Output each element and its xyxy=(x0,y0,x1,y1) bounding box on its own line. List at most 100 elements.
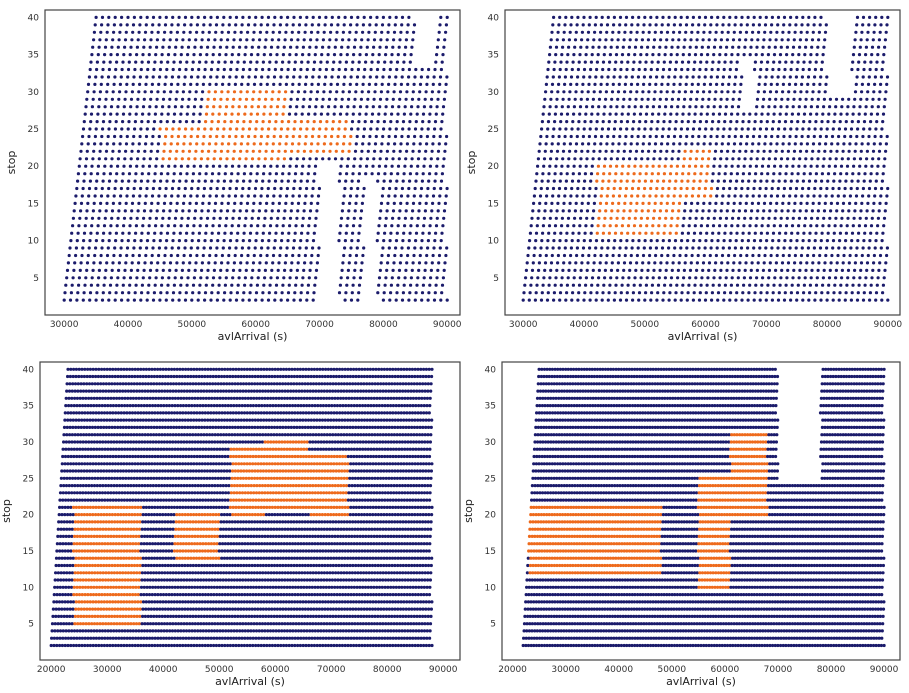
scatter-point xyxy=(633,53,637,57)
scatter-point xyxy=(285,194,289,198)
scatter-point xyxy=(809,53,813,57)
scatter-point xyxy=(419,194,423,198)
scatter-point xyxy=(641,201,645,205)
scatter-point xyxy=(164,134,168,139)
scatter-point xyxy=(598,90,602,94)
scatter-point xyxy=(538,201,542,205)
scatter-point xyxy=(401,127,405,131)
scatter-point xyxy=(774,149,778,153)
scatter-point xyxy=(440,231,444,235)
scatter-point xyxy=(367,622,371,626)
scatter-point xyxy=(150,142,154,146)
scatter-point xyxy=(299,67,303,72)
scatter-point xyxy=(207,622,211,626)
scatter-point xyxy=(667,75,671,79)
scatter-point xyxy=(748,283,752,287)
scatter-point xyxy=(128,53,132,57)
scatter-point xyxy=(142,629,147,633)
scatter-point xyxy=(652,97,656,101)
scatter-point xyxy=(114,643,118,648)
scatter-point xyxy=(379,38,383,42)
scatter-point xyxy=(217,224,221,228)
scatter-point xyxy=(405,30,409,34)
scatter-point xyxy=(865,38,869,42)
scatter-point xyxy=(418,201,422,205)
scatter-point xyxy=(738,149,742,153)
scatter-point xyxy=(316,194,321,198)
scatter-point xyxy=(181,149,185,153)
scatter-point xyxy=(68,614,72,619)
scatter-point xyxy=(187,636,191,640)
scatter-point xyxy=(837,186,841,191)
scatter-point xyxy=(540,127,544,131)
scatter-point xyxy=(828,157,832,161)
scatter-point xyxy=(300,622,304,626)
scatter-point xyxy=(821,164,825,168)
scatter-point xyxy=(366,97,370,101)
scatter-point xyxy=(766,164,771,168)
scatter-point xyxy=(572,276,576,280)
scatter-point xyxy=(372,622,377,626)
scatter-point xyxy=(239,142,243,146)
scatter-point xyxy=(697,134,701,139)
scatter-point xyxy=(153,283,157,287)
scatter-point xyxy=(637,127,641,131)
scatter-point xyxy=(567,268,571,272)
scatter-point xyxy=(696,30,700,34)
scatter-point xyxy=(799,253,804,258)
scatter-point xyxy=(311,75,315,79)
scatter-point xyxy=(332,112,336,116)
scatter-point xyxy=(366,149,370,153)
scatter-point xyxy=(789,298,793,302)
scatter-point xyxy=(435,45,440,49)
scatter-point xyxy=(301,53,305,57)
scatter-point xyxy=(177,614,181,619)
scatter-point xyxy=(130,201,135,205)
scatter-point xyxy=(798,97,802,101)
scatter-point xyxy=(728,239,732,243)
scatter-point xyxy=(406,629,410,633)
scatter-point xyxy=(777,291,781,295)
scatter-point xyxy=(217,231,221,235)
scatter-point xyxy=(403,105,407,109)
scatter-point xyxy=(129,105,133,109)
scatter-point xyxy=(646,38,651,42)
scatter-point xyxy=(244,45,248,49)
scatter-point xyxy=(825,75,829,79)
scatter-point xyxy=(137,90,141,94)
scatter-point xyxy=(420,239,424,243)
scatter-point xyxy=(861,298,866,302)
scatter-point xyxy=(240,23,244,27)
scatter-point xyxy=(805,30,809,34)
scatter-point xyxy=(64,283,68,287)
scatter-point xyxy=(122,643,126,648)
scatter-point xyxy=(629,30,633,34)
scatter-point xyxy=(151,75,155,79)
scatter-point xyxy=(833,112,837,116)
scatter-point xyxy=(223,120,227,124)
scatter-point xyxy=(862,179,866,183)
scatter-point xyxy=(760,172,764,176)
scatter-point xyxy=(425,636,429,640)
scatter-point xyxy=(561,97,565,101)
scatter-point xyxy=(700,157,705,161)
scatter-point xyxy=(239,261,243,265)
scatter-point xyxy=(756,149,760,153)
scatter-point xyxy=(62,622,66,626)
scatter-point xyxy=(646,45,650,49)
scatter-point xyxy=(84,276,88,280)
scatter-point xyxy=(436,209,440,213)
scatter-point xyxy=(366,636,370,640)
scatter-point xyxy=(363,636,367,640)
scatter-point xyxy=(173,164,177,168)
scatter-point xyxy=(546,179,550,183)
scatter-point xyxy=(600,246,604,250)
scatter-point xyxy=(767,157,771,161)
scatter-point xyxy=(691,298,696,302)
scatter-point xyxy=(120,636,124,640)
scatter-point xyxy=(573,45,577,49)
scatter-point xyxy=(855,134,859,139)
scatter-point xyxy=(637,239,641,243)
scatter-point xyxy=(133,127,137,131)
scatter-point xyxy=(704,239,708,243)
